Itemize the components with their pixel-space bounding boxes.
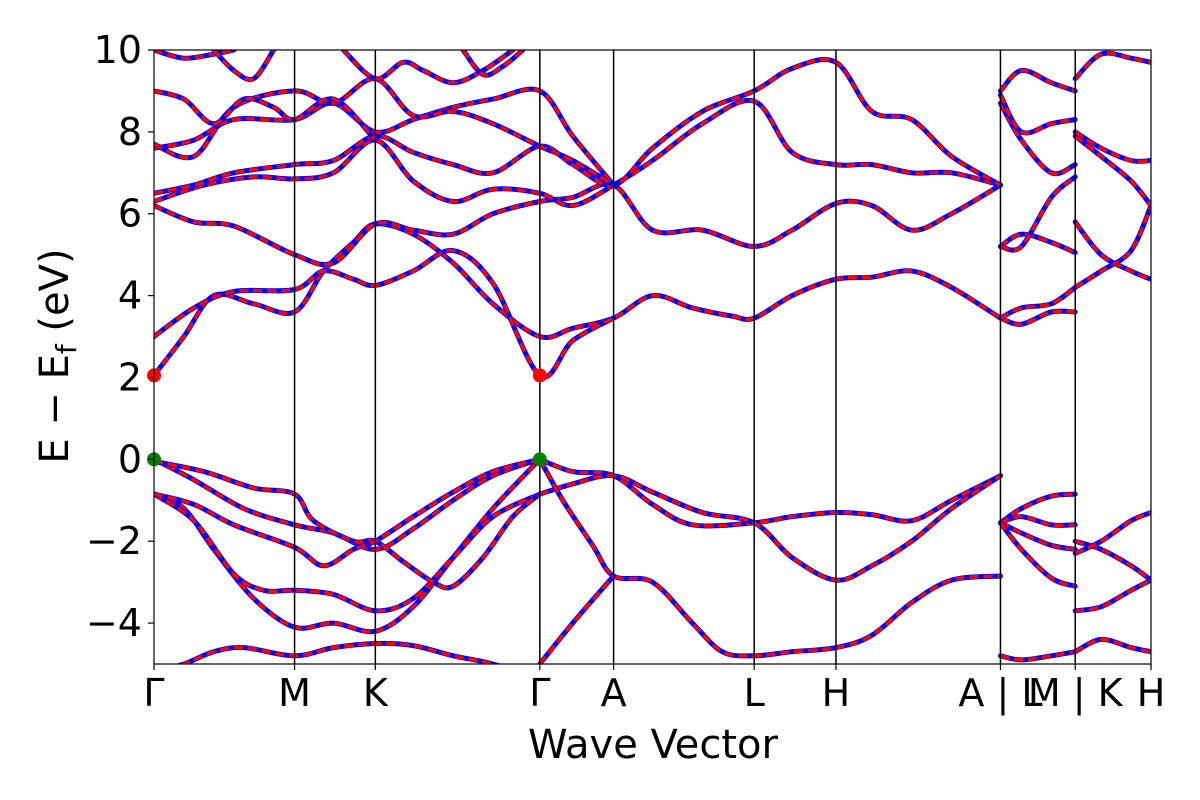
x-tick-label: A | L bbox=[958, 671, 1042, 716]
band-line-dft-band27 bbox=[998, 520, 1078, 589]
y-tick-label: 10 bbox=[94, 28, 142, 72]
band-line-fit-band30 bbox=[999, 232, 1076, 255]
cbm-marker bbox=[532, 368, 547, 383]
x-axis: Γ M K Γ A L H A | LM | K H bbox=[143, 664, 1165, 716]
x-axis-title: Wave Vector bbox=[528, 722, 779, 768]
band-line-fit-band34 bbox=[999, 68, 1076, 93]
extrema-markers bbox=[147, 368, 547, 467]
band-line-fit-band7 bbox=[539, 457, 1002, 528]
band-line-fit-band16 bbox=[154, 87, 615, 187]
band-line-dft-band20 bbox=[211, 50, 277, 83]
band-line-fit-band22 bbox=[461, 50, 525, 77]
y-tick-label: −4 bbox=[86, 601, 142, 645]
band-line-fit-band11 bbox=[154, 222, 1002, 377]
band-line-fit-band9 bbox=[538, 458, 1001, 658]
y-axis-title-main: E − E bbox=[32, 354, 78, 464]
band-line-fit-band24 bbox=[999, 492, 1076, 525]
x-tick-label: H bbox=[1137, 671, 1166, 715]
kpoint-lines bbox=[293, 50, 1076, 664]
band-line-fit-band40 bbox=[1073, 220, 1151, 281]
plot-frame bbox=[153, 49, 1152, 665]
band-line-fit-band10 bbox=[538, 574, 615, 664]
y-axis-title: E − Ef (eV) bbox=[32, 248, 83, 463]
band-line-dft-band9 bbox=[537, 456, 1003, 659]
band-line-fit-band13 bbox=[154, 182, 1002, 267]
y-tick-label: 6 bbox=[118, 192, 142, 236]
band-line-dft-band25 bbox=[998, 520, 1078, 552]
band-line-fit-band17 bbox=[154, 76, 615, 187]
band-line-fit-band12 bbox=[154, 248, 615, 379]
band-line-fit-band36 bbox=[1074, 578, 1151, 613]
band-line-dft-band7 bbox=[537, 456, 1003, 529]
bands-layer bbox=[154, 50, 1151, 664]
band-line-dft-band26 bbox=[998, 514, 1078, 528]
band-line-fit-band38 bbox=[1074, 510, 1151, 556]
band-line-fit-band19 bbox=[154, 50, 235, 61]
band-line-fit-band1 bbox=[178, 641, 500, 664]
band-line-dft-band12 bbox=[154, 248, 617, 380]
x-tick-label: A bbox=[601, 671, 627, 715]
vbm-marker bbox=[532, 452, 547, 467]
band-line-dft-band1 bbox=[175, 640, 502, 664]
band-line-fit-band37 bbox=[1074, 539, 1151, 582]
band-line-dft-band15 bbox=[154, 57, 1003, 196]
band-line-fit-band31 bbox=[1000, 175, 1077, 252]
y-tick-label: −2 bbox=[86, 519, 142, 563]
band-line-fit-band42 bbox=[1074, 130, 1151, 164]
y-tick-label: 4 bbox=[118, 274, 142, 318]
band-line-fit-band14 bbox=[154, 98, 1001, 208]
band-line-dft-band8 bbox=[537, 473, 1003, 583]
band-line-dft-band13 bbox=[154, 181, 1003, 268]
y-axis: −4 −2 0 2 4 6 8 10 bbox=[86, 28, 154, 645]
y-tick-label: 0 bbox=[118, 437, 142, 481]
band-line-dft-band29 bbox=[998, 284, 1078, 321]
y-tick-label: 2 bbox=[118, 355, 142, 399]
y-axis-title-subscript: f bbox=[50, 343, 83, 354]
x-tick-label: K bbox=[363, 671, 389, 715]
band-line-dft-band35 bbox=[1072, 636, 1151, 655]
x-tick-label: L bbox=[744, 671, 765, 715]
band-line-fit-band35 bbox=[1074, 637, 1151, 654]
band-line-fit-band6 bbox=[154, 457, 541, 568]
band-line-fit-band8 bbox=[539, 473, 1002, 582]
band-line-fit-band18 bbox=[154, 89, 377, 142]
x-tick-label: H bbox=[822, 671, 851, 715]
band-line-fit-band43 bbox=[1073, 51, 1151, 80]
x-tick-label: Γ bbox=[529, 671, 550, 715]
band-line-fit-band41 bbox=[1074, 134, 1151, 207]
band-line-fit-band3 bbox=[154, 492, 541, 613]
band-line-fit-band27 bbox=[999, 521, 1076, 588]
band-line-fit-band33 bbox=[998, 94, 1076, 135]
band-line-fit-band15 bbox=[154, 57, 1002, 196]
band-line-dft-band28 bbox=[998, 308, 1078, 327]
band-line-fit-band23 bbox=[1000, 649, 1076, 662]
band-line-fit-band32 bbox=[998, 102, 1076, 176]
x-tick-label: M bbox=[278, 671, 311, 715]
x-tick-label: M | K bbox=[1028, 671, 1124, 716]
y-axis-title-unit: (eV) bbox=[32, 248, 78, 344]
x-tick-label: Γ bbox=[143, 671, 164, 715]
y-tick-label: 8 bbox=[118, 110, 142, 154]
